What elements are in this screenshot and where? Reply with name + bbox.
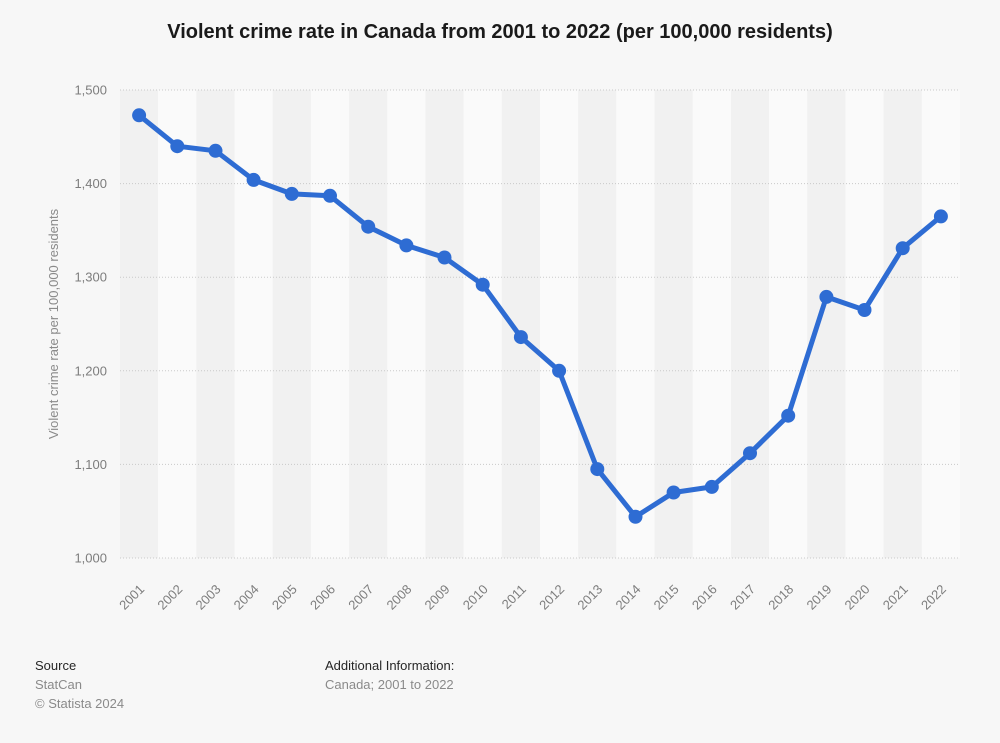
plot-band-2005 <box>272 90 311 558</box>
x-tick-label-2011: 2011 <box>499 582 529 612</box>
data-point-2016 <box>704 479 719 494</box>
data-point-2002 <box>170 139 185 154</box>
series-line <box>136 112 944 520</box>
plot-band-2003 <box>196 90 235 558</box>
x-tick-label-2017: 2017 <box>727 582 758 613</box>
plot-band-2013 <box>578 90 617 558</box>
additional-info-value: Canada; 2001 to 2022 <box>325 677 454 692</box>
source-value: StatCan <box>35 677 82 692</box>
data-point-2003 <box>208 143 223 158</box>
x-tick-label-2010: 2010 <box>460 582 491 613</box>
plot-band-2017 <box>730 90 770 558</box>
x-tick-label-2001: 2001 <box>116 582 147 613</box>
x-tick-label-2019: 2019 <box>803 582 834 613</box>
data-point-2017 <box>743 446 757 461</box>
data-point-2009 <box>437 250 452 265</box>
plot-band-2018 <box>769 90 808 558</box>
y-tick-label-1100: 1,100 <box>74 457 107 472</box>
data-point-2013 <box>590 462 605 477</box>
x-tick-label-2008: 2008 <box>383 582 414 613</box>
data-point-2022 <box>933 209 948 224</box>
plot-band-2012 <box>540 90 579 558</box>
x-tick-label-2005: 2005 <box>269 582 300 613</box>
x-tick-label-2014: 2014 <box>613 582 644 613</box>
data-point-2020 <box>857 303 872 317</box>
x-tick-label-2013: 2013 <box>574 582 605 613</box>
y-tick-label-1000: 1,000 <box>74 551 107 566</box>
plot-band-2008 <box>387 90 426 558</box>
x-tick-label-2022: 2022 <box>918 582 949 613</box>
data-point-2012 <box>552 363 567 378</box>
x-tick-label-2021: 2021 <box>880 582 911 613</box>
x-tick-label-2004: 2004 <box>231 582 262 613</box>
data-point-2005 <box>284 186 299 201</box>
x-tick-label-2009: 2009 <box>422 582 453 613</box>
x-tick-label-2012: 2012 <box>536 582 567 613</box>
plot-band-2006 <box>310 90 350 558</box>
data-point-2008 <box>399 238 414 253</box>
plot-band-2001 <box>120 90 159 558</box>
data-point-2010 <box>475 277 490 292</box>
data-point-2018 <box>781 408 796 423</box>
copyright-notice: © Statista 2024 <box>35 696 125 711</box>
x-tick-label-2007: 2007 <box>345 582 376 613</box>
x-tick-label-2015: 2015 <box>651 582 682 613</box>
data-point-2019 <box>819 289 834 304</box>
x-tick-label-2006: 2006 <box>307 582 338 613</box>
chart-title: Violent crime rate in Canada from 2001 t… <box>167 21 833 43</box>
plot-band-2022 <box>921 90 960 558</box>
plot-band-2021 <box>883 90 922 558</box>
plot-band-2002 <box>158 90 197 558</box>
x-tick-label-2002: 2002 <box>154 582 185 613</box>
plot-band-2014 <box>616 90 655 558</box>
y-axis-title: Violent crime rate per 100,000 residents <box>46 208 61 439</box>
plot-band-2009 <box>425 90 464 558</box>
x-tick-label-2016: 2016 <box>689 582 720 613</box>
x-tick-label-2018: 2018 <box>765 582 796 613</box>
y-tick-label-1200: 1,200 <box>74 363 107 378</box>
line-chart: 1,000 1,100 1,200 1,300 1,400 1,500 Violent cr… <box>46 83 960 613</box>
footer-source-block: Source StatCan © Statista 2024 <box>35 656 124 713</box>
source-label: Source <box>35 658 77 673</box>
plot-band-2010 <box>463 90 502 558</box>
plot-band-2004 <box>234 90 273 558</box>
footer-additional-block: Additional Information: Canada; 2001 to … <box>325 656 454 694</box>
plot-band-2020 <box>845 90 884 558</box>
data-point-2004 <box>246 172 261 187</box>
data-point-2006 <box>323 188 337 203</box>
x-tick-label-2003: 2003 <box>193 582 224 613</box>
data-point-2015 <box>666 485 681 500</box>
data-point-2001 <box>132 108 147 123</box>
plot-band-2019 <box>807 90 846 558</box>
y-tick-label-1300: 1,300 <box>74 270 107 285</box>
plot-band-2015 <box>654 90 693 558</box>
y-tick-label-1400: 1,400 <box>74 176 107 191</box>
y-tick-label-1500: 1,500 <box>74 83 107 98</box>
plot-band-2007 <box>349 90 388 558</box>
data-point-2011 <box>513 330 528 345</box>
x-tick-label-2020: 2020 <box>842 582 873 613</box>
data-point-2007 <box>361 219 376 234</box>
additional-info-label: Additional Information: <box>325 658 455 673</box>
plot-band-2011 <box>501 90 540 558</box>
data-point-2014 <box>628 509 643 524</box>
data-point-2021 <box>895 241 910 256</box>
